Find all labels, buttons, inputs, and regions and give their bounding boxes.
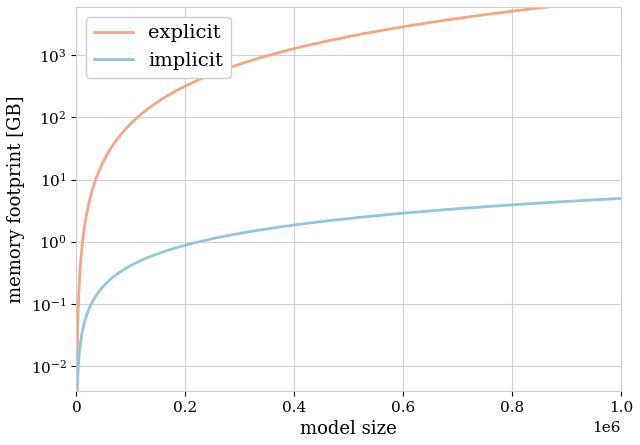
explicit bbox=[305, 42, 313, 48]
X-axis label: model size: model size bbox=[300, 420, 397, 438]
implicit bbox=[73, 401, 81, 406]
explicit bbox=[617, 0, 625, 2]
Text: 1e6: 1e6 bbox=[593, 421, 621, 436]
explicit bbox=[135, 113, 143, 119]
implicit bbox=[606, 196, 614, 202]
implicit bbox=[168, 247, 175, 252]
implicit bbox=[305, 220, 313, 226]
explicit bbox=[282, 48, 289, 53]
explicit bbox=[606, 0, 614, 3]
explicit bbox=[548, 4, 556, 9]
Line: explicit: explicit bbox=[77, 0, 621, 372]
implicit bbox=[282, 223, 289, 229]
implicit bbox=[135, 259, 143, 264]
implicit bbox=[548, 200, 556, 205]
explicit bbox=[73, 369, 81, 375]
Y-axis label: memory footprint [GB]: memory footprint [GB] bbox=[7, 95, 25, 303]
implicit bbox=[617, 196, 625, 201]
explicit bbox=[168, 91, 175, 96]
Line: implicit: implicit bbox=[77, 198, 621, 404]
Legend: explicit, implicit: explicit, implicit bbox=[86, 16, 231, 78]
